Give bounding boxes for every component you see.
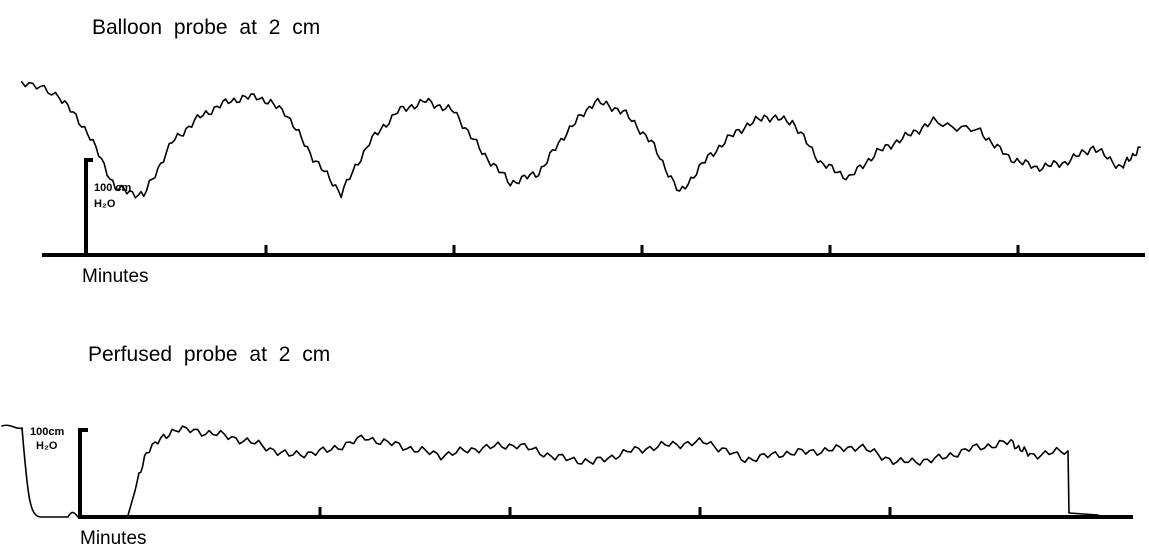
balloon-x-label: Minutes (82, 266, 149, 287)
balloon-trace (20, 81, 1141, 199)
perfused-x-label: Minutes (80, 528, 147, 549)
perfused-trace (126, 425, 1099, 518)
perfused-scale-bar: 100cm H₂O (1, 424, 88, 518)
balloon-panel: Balloon probe at 2 cm 100 cm H₂O Minutes (20, 16, 1145, 287)
balloon-ticks (264, 245, 1020, 255)
perfused-title: Perfused probe at 2 cm (88, 343, 330, 366)
perfused-baseline-trace (1, 424, 79, 518)
perfused-scale-label-line1: 100cm (30, 426, 64, 438)
balloon-scale-label-line2: H₂O (94, 198, 116, 210)
balloon-title: Balloon probe at 2 cm (92, 16, 320, 39)
balloon-scale-bar: 100 cm H₂O (84, 158, 132, 255)
perfused-scale-label-line2: H₂O (36, 440, 58, 452)
balloon-scale-bar-line (84, 158, 93, 255)
perfused-panel: Perfused probe at 2 cm 100cm H₂O Minutes (1, 343, 1133, 549)
balloon-scale-label-line1: 100 cm (94, 182, 132, 194)
perfused-scale-bar-line (78, 428, 88, 517)
perfused-ticks (318, 507, 892, 517)
